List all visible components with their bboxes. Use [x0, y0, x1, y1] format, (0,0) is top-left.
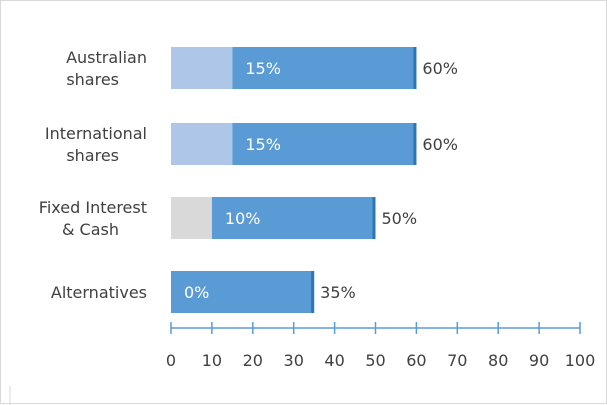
data-label-total: 60%	[422, 59, 458, 78]
data-label-inner: 0%	[184, 283, 209, 302]
bar-end-marker	[413, 47, 417, 89]
x-tick-label: 0	[166, 351, 176, 370]
category-label: Fixed Interest & Cash	[39, 198, 147, 239]
bar-end-marker	[311, 271, 315, 313]
bar-segment-2	[171, 271, 315, 313]
x-tick-label: 30	[284, 351, 304, 370]
x-tick-label: 50	[365, 351, 385, 370]
x-tick-label: 90	[529, 351, 549, 370]
category-label: Australian shares	[66, 48, 147, 89]
bar-segment-2	[211, 197, 376, 239]
bar-segment-2	[232, 47, 417, 89]
category-label: International shares	[45, 124, 147, 165]
bar-end-marker	[372, 197, 376, 239]
x-tick-label: 20	[243, 351, 263, 370]
bar-segment-2	[232, 123, 417, 165]
data-label-total: 60%	[422, 135, 458, 154]
x-tick-label: 80	[488, 351, 508, 370]
bar-segment-1	[171, 47, 233, 89]
x-tick-label: 100	[565, 351, 596, 370]
x-tick-label: 40	[324, 351, 344, 370]
bar-segment-1	[171, 123, 233, 165]
bar-end-marker	[413, 123, 417, 165]
x-tick-label: 10	[202, 351, 222, 370]
category-label: Alternatives	[51, 283, 147, 302]
data-label-total: 50%	[382, 209, 418, 228]
x-tick-label: 70	[447, 351, 467, 370]
bar-segment-1	[171, 197, 212, 239]
data-label-inner: 15%	[245, 135, 281, 154]
data-label-inner: 15%	[245, 59, 281, 78]
data-label-total: 35%	[320, 283, 356, 302]
x-tick-label: 60	[406, 351, 426, 370]
data-label-inner: 10%	[225, 209, 261, 228]
